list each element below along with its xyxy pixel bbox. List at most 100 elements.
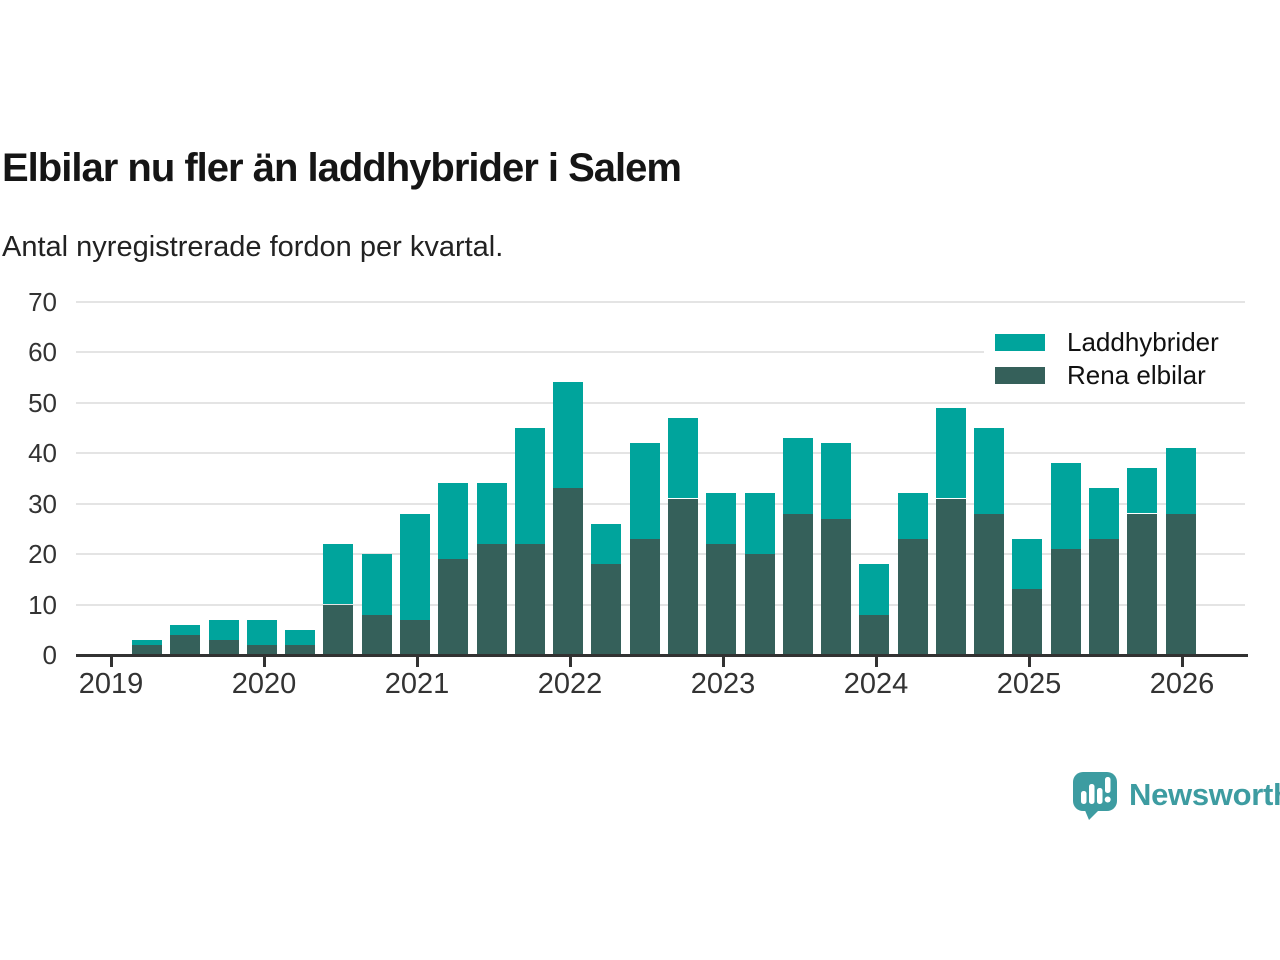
x-axis-tick-2025 <box>1027 654 1031 667</box>
x-axis-label-2024: 2024 <box>843 668 909 700</box>
legend: Laddhybrider Rena elbilar <box>984 321 1250 393</box>
gridline-30 <box>76 502 1245 505</box>
y-axis-label: 0 <box>42 640 57 670</box>
bar-segment-rena-elbilar <box>438 559 469 655</box>
y-axis-label: 60 <box>28 337 57 367</box>
bar-segment-rena-elbilar <box>1127 513 1158 655</box>
x-axis-label-2019: 2019 <box>78 668 144 700</box>
bar-segment-laddhybrider <box>553 382 584 489</box>
bar-segment-rena-elbilar <box>400 619 430 655</box>
bar-segment-rena-elbilar <box>974 513 1005 655</box>
logo-exclamation-dot <box>1104 796 1111 803</box>
bar-segment-rena-elbilar <box>323 604 354 655</box>
bar-segment-rena-elbilar <box>821 518 851 655</box>
bar-segment-rena-elbilar <box>1165 513 1196 655</box>
bar-segment-rena-elbilar <box>361 614 392 655</box>
legend-label-laddhybrider: Laddhybrider <box>1067 327 1219 357</box>
bar-segment-laddhybrider <box>361 554 392 615</box>
bar-segment-laddhybrider <box>629 442 660 539</box>
gridline-10 <box>76 603 1245 606</box>
logo-bar-1 <box>1081 791 1087 804</box>
bar-segment-rena-elbilar <box>514 543 545 655</box>
bar-segment-laddhybrider <box>974 427 1005 514</box>
brand-name[interactable]: Newsworthy <box>1129 777 1280 812</box>
bar-segment-laddhybrider <box>285 629 316 645</box>
bar-segment-rena-elbilar <box>935 498 966 655</box>
x-axis-tick-2020 <box>262 654 266 667</box>
bar-segment-rena-elbilar <box>208 639 239 655</box>
bar-segment-rena-elbilar <box>476 543 507 655</box>
bar-segment-rena-elbilar <box>1089 538 1119 655</box>
bar-segment-laddhybrider <box>897 493 928 539</box>
bar-segment-laddhybrider <box>667 417 698 499</box>
gridline-20 <box>76 553 1245 555</box>
x-axis-tick-2022 <box>568 654 572 667</box>
bar-segment-laddhybrider <box>821 442 851 519</box>
bar-segment-laddhybrider <box>859 564 890 615</box>
bar-segment-laddhybrider <box>935 407 966 499</box>
bar-segment-laddhybrider <box>208 619 239 640</box>
gridline-60 <box>76 351 1245 353</box>
bar-segment-laddhybrider <box>706 493 737 544</box>
legend-item-rena-elbilar: Rena elbilar <box>995 359 1250 392</box>
bar-segment-laddhybrider <box>438 483 469 560</box>
bar-segment-rena-elbilar <box>591 564 622 655</box>
x-axis-label-2023: 2023 <box>690 668 756 700</box>
y-axis-label: 70 <box>28 286 57 317</box>
x-axis-label-2026: 2026 <box>1149 668 1215 700</box>
bar-segment-laddhybrider <box>170 624 201 635</box>
logo-bar-2 <box>1089 784 1095 804</box>
y-axis-label: 50 <box>28 387 57 418</box>
x-axis-tick-2021 <box>415 654 419 667</box>
bar-segment-laddhybrider <box>591 523 622 565</box>
bar-segment-laddhybrider <box>1165 448 1196 514</box>
bar-segment-rena-elbilar <box>132 644 162 655</box>
gridline-50 <box>76 401 1245 404</box>
bar-segment-laddhybrider <box>1012 538 1043 590</box>
x-axis-tick-2019 <box>109 654 113 667</box>
x-axis-label-2020: 2020 <box>231 668 297 700</box>
bar-segment-laddhybrider <box>1050 463 1081 549</box>
x-axis-tick-2024 <box>874 654 878 667</box>
bar-segment-rena-elbilar <box>706 543 737 655</box>
y-axis-label: 20 <box>28 539 57 569</box>
bar-segment-laddhybrider <box>1127 468 1158 514</box>
legend-swatch-rena-elbilar <box>995 367 1045 384</box>
bar-segment-rena-elbilar <box>285 644 316 655</box>
legend-swatch-laddhybrider <box>995 334 1045 351</box>
bar-segment-laddhybrider <box>132 639 162 645</box>
x-axis-tick-2026 <box>1180 654 1184 667</box>
x-axis-line <box>76 654 1248 657</box>
bar-segment-rena-elbilar <box>1050 549 1081 655</box>
chart-subtitle: Antal nyregistrerade fordon per kvartal. <box>2 231 504 263</box>
y-axis-label: 40 <box>28 438 57 468</box>
bar-segment-rena-elbilar <box>553 488 584 656</box>
legend-item-laddhybrider: Laddhybrider <box>995 326 1250 359</box>
gridline-70 <box>76 300 1245 303</box>
bar-segment-laddhybrider <box>400 513 430 620</box>
bar-segment-rena-elbilar <box>782 513 813 655</box>
bar-segment-laddhybrider <box>514 427 545 544</box>
bar-segment-rena-elbilar <box>170 634 201 655</box>
bar-segment-rena-elbilar <box>744 554 775 655</box>
logo-exclamation-line <box>1105 777 1111 793</box>
y-axis-label: 30 <box>28 488 57 519</box>
gridline-40 <box>76 452 1245 454</box>
legend-label-rena-elbilar: Rena elbilar <box>1067 360 1206 390</box>
newsworthy-logo-icon <box>1073 772 1117 820</box>
bar-segment-rena-elbilar <box>859 614 890 655</box>
bar-segment-rena-elbilar <box>897 538 928 655</box>
x-axis-label-2021: 2021 <box>384 668 450 700</box>
bar-segment-laddhybrider <box>744 493 775 554</box>
y-axis-label: 10 <box>28 589 57 620</box>
x-axis-label-2025: 2025 <box>996 668 1062 700</box>
bar-segment-laddhybrider <box>476 483 507 544</box>
logo-bar-3 <box>1097 788 1103 804</box>
chart-title: Elbilar nu fler än laddhybrider i Salem <box>2 146 682 190</box>
bar-segment-laddhybrider <box>782 437 813 514</box>
bar-segment-laddhybrider <box>246 619 277 645</box>
x-axis-label-2022: 2022 <box>537 668 603 700</box>
bar-segment-laddhybrider <box>1089 488 1119 539</box>
